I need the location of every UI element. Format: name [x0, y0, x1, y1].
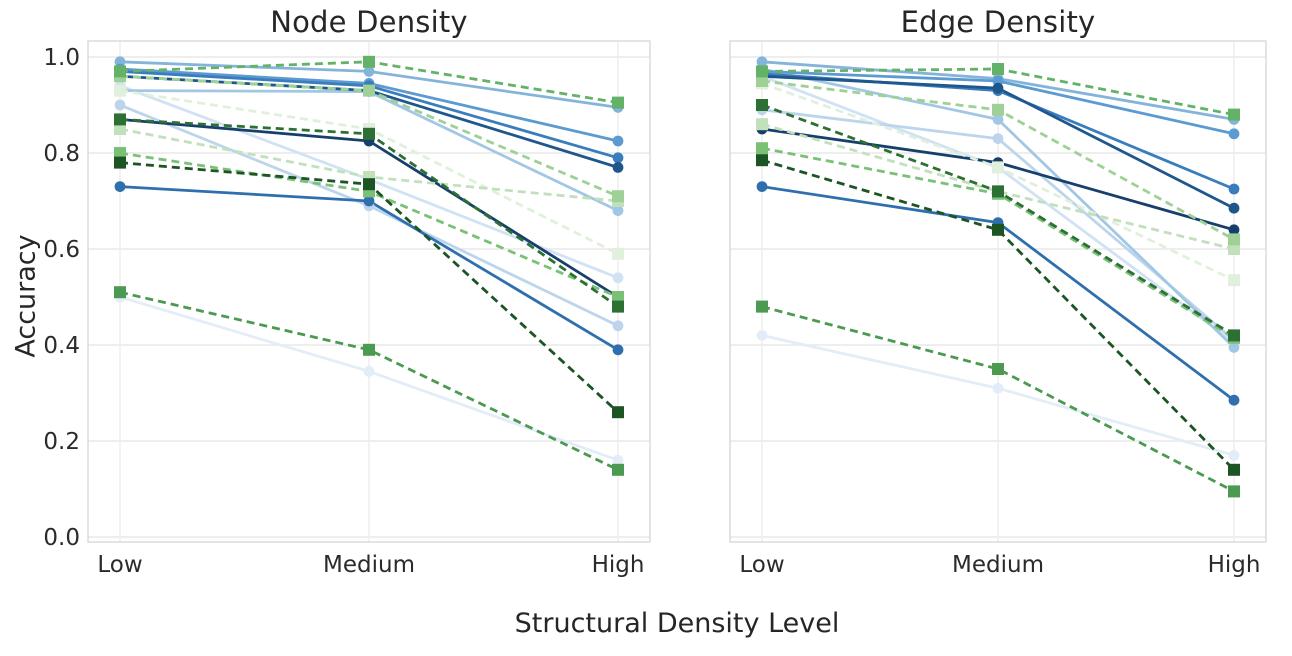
series-line-green-2-pale — [761, 122, 1235, 251]
marker-circle-blue-4-light — [1228, 342, 1240, 353]
x-tick-label: Low — [739, 552, 784, 578]
y-tick-label: 0.8 — [43, 141, 80, 167]
x-tick-label: High — [1208, 552, 1261, 578]
marker-circle-blue-9-dark — [992, 82, 1004, 94]
marker-circle-blue-1-palest — [1228, 450, 1240, 461]
subplot-title-edge-density: Edge Density — [900, 5, 1096, 39]
marker-square-green-5-medium — [756, 65, 768, 78]
marker-circle-blue-9-dark — [612, 162, 624, 173]
marker-square-green-1-palest — [992, 161, 1004, 174]
x-tick-label: High — [592, 552, 645, 578]
y-tick-label: 1.0 — [43, 45, 80, 71]
marker-square-green-4-soft — [114, 147, 126, 159]
subplot-title-node-density: Node Density — [270, 5, 468, 39]
y-tick-label: 0.6 — [43, 237, 80, 263]
marker-circle-blue-3-pale — [992, 133, 1004, 145]
marker-circle-blue-2-verylight — [612, 272, 624, 284]
marker-square-green-8-forest — [612, 406, 624, 419]
marker-square-green-4-soft — [612, 291, 624, 303]
axes-spines — [87, 40, 651, 543]
marker-square-green-1-palest — [114, 84, 126, 97]
series-line-green-6 — [761, 305, 1235, 493]
marker-circle-blue-1-palest — [992, 382, 1004, 394]
marker-square-green-5-medium — [1228, 108, 1240, 121]
marker-circle-blue-3-pale — [114, 99, 126, 111]
marker-circle-blue-7 — [1228, 183, 1240, 195]
marker-square-green-6 — [114, 286, 126, 299]
marker-square-green-3-light — [756, 75, 768, 87]
marker-circle-blue-1-palest — [756, 330, 768, 341]
marker-circle-blue-4-light — [612, 205, 624, 217]
marker-square-green-5-medium — [114, 65, 126, 78]
marker-square-green-3-light — [992, 103, 1004, 116]
marker-square-green-8-forest — [1228, 463, 1240, 476]
marker-square-green-7-dark — [612, 300, 624, 313]
x-tick-label: Medium — [323, 552, 415, 578]
marker-square-green-6 — [363, 343, 375, 356]
marker-circle-blue-5-sky — [363, 66, 375, 77]
axes-spines — [729, 40, 1267, 543]
marker-circle-blue-1-palest — [363, 366, 375, 377]
marker-square-green-3-light — [363, 84, 375, 97]
marker-circle-blue-3-pale — [612, 320, 624, 332]
marker-circle-blue-7 — [612, 152, 624, 164]
marker-square-green-2-pale — [1228, 243, 1240, 255]
marker-square-green-4-soft — [756, 142, 768, 155]
marker-square-green-8-forest — [756, 154, 768, 167]
marker-square-green-7-dark — [756, 99, 768, 111]
marker-square-green-6 — [756, 300, 768, 313]
marker-square-green-7-dark — [1228, 329, 1240, 342]
marker-square-green-8-forest — [992, 223, 1004, 236]
marker-square-green-7-dark — [992, 185, 1004, 198]
marker-square-green-2-pale — [114, 123, 126, 135]
marker-square-green-6 — [992, 363, 1004, 375]
y-tick-label: 0.4 — [43, 333, 80, 359]
marker-square-green-6 — [1228, 485, 1240, 498]
y-axis-label: Accuracy — [10, 234, 42, 358]
marker-circle-blue-8-strong — [114, 181, 126, 193]
marker-square-green-2-pale — [756, 118, 768, 131]
series-line-green-8-forest — [761, 158, 1235, 471]
x-tick-label: Low — [97, 552, 142, 578]
marker-circle-blue-8-strong — [612, 344, 624, 356]
y-tick-label: 0.2 — [43, 429, 80, 455]
marker-circle-blue-5-sky — [756, 56, 768, 68]
marker-square-green-7-dark — [363, 127, 375, 140]
x-axis-label: Structural Density Level — [514, 608, 840, 639]
marker-circle-blue-8-strong — [756, 181, 768, 193]
marker-circle-blue-6-medium — [612, 135, 624, 147]
marker-square-green-8-forest — [114, 156, 126, 169]
marker-square-green-8-forest — [363, 178, 375, 191]
marker-circle-blue-10-navy — [1228, 224, 1240, 236]
marker-square-green-1-palest — [1228, 274, 1240, 287]
marker-square-green-1-palest — [612, 247, 624, 260]
marker-square-green-5-medium — [612, 96, 624, 109]
marker-square-green-7-dark — [114, 113, 126, 126]
marker-circle-blue-8-strong — [363, 195, 375, 207]
y-tick-label: 0.0 — [43, 525, 80, 551]
marker-square-green-5-medium — [992, 63, 1004, 75]
series-line-green-6 — [119, 290, 619, 472]
marker-circle-blue-6-medium — [1228, 128, 1240, 140]
x-tick-label: Medium — [952, 552, 1044, 578]
marker-circle-blue-9-dark — [1228, 202, 1240, 214]
marker-square-green-5-medium — [363, 55, 375, 68]
marker-circle-blue-4-light — [992, 114, 1004, 125]
marker-square-green-3-light — [612, 190, 624, 203]
marker-circle-blue-1-palest — [612, 454, 624, 466]
marker-square-green-6 — [612, 463, 624, 476]
marker-circle-blue-8-strong — [1228, 394, 1240, 406]
marker-square-green-3-light — [1228, 233, 1240, 246]
